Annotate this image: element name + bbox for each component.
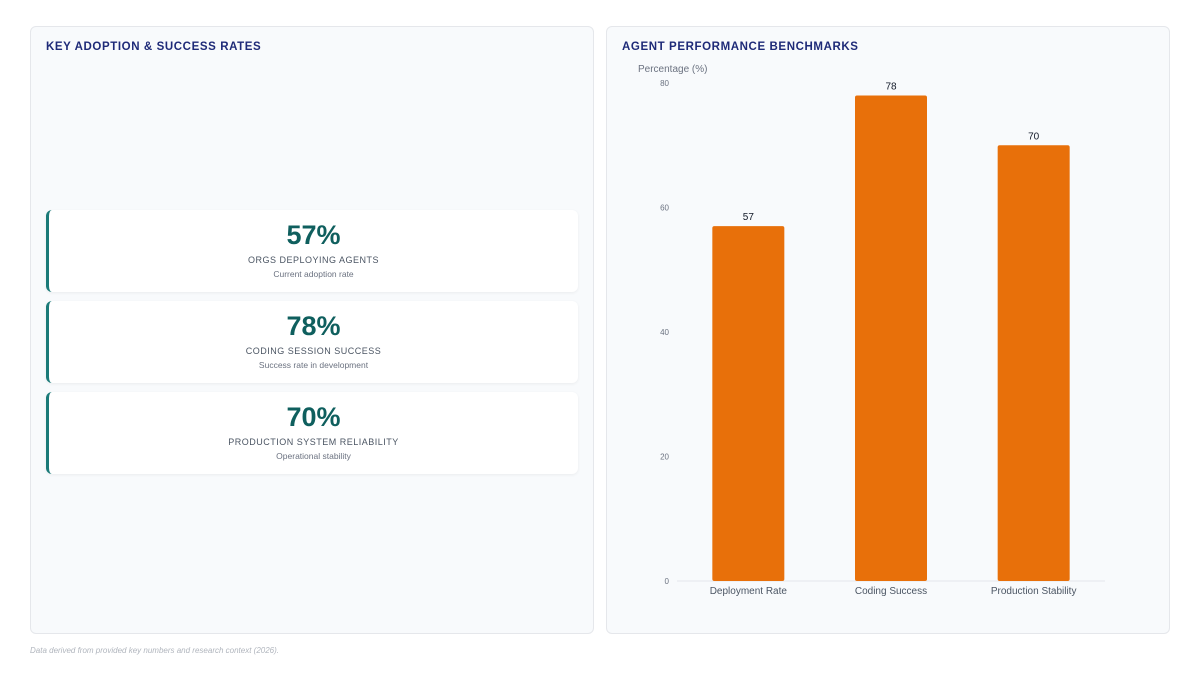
metric-subtitle: Operational stability xyxy=(276,451,351,461)
bar-data-label: 57 xyxy=(743,212,755,223)
bar-data-label: 70 xyxy=(1028,131,1040,142)
metric-label: PRODUCTION SYSTEM RELIABILITY xyxy=(228,437,399,447)
metric-card-coding: 78% CODING SESSION SUCCESS Success rate … xyxy=(46,301,578,383)
benchmark-bar-chart: Percentage (%) 0 20 40 60 80 57 78 70 Deployme… xyxy=(638,64,1105,597)
adoption-panel-title: KEY ADOPTION & SUCCESS RATES xyxy=(46,41,262,53)
metric-value: 57% xyxy=(286,220,341,250)
bar xyxy=(855,95,927,581)
metric-card-deployment: 57% ORGS DEPLOYING AGENTS Current adopti… xyxy=(46,210,578,292)
x-axis-categories: Deployment Rate Coding Success Production … xyxy=(710,586,1077,597)
metric-value: 78% xyxy=(286,311,341,341)
y-tick-label: 80 xyxy=(660,79,669,88)
y-tick-label: 40 xyxy=(660,328,669,337)
y-axis-ticks: 0 20 40 60 80 xyxy=(660,79,669,586)
benchmarks-panel-title: AGENT PERFORMANCE BENCHMARKS xyxy=(622,41,859,53)
metric-label: CODING SESSION SUCCESS xyxy=(245,346,382,356)
metric-subtitle: Success rate in development xyxy=(258,360,369,370)
x-category-label: Coding Success xyxy=(855,586,927,597)
x-category-label: Production Stability xyxy=(991,586,1077,597)
metric-subtitle: Current adoption rate xyxy=(273,269,354,279)
bar xyxy=(997,145,1070,581)
x-category-label: Deployment Rate xyxy=(710,586,788,597)
adoption-panel: KEY ADOPTION & SUCCESS RATES 57% ORGS DE… xyxy=(30,26,594,634)
y-axis-label: Percentage (%) xyxy=(638,64,707,75)
footnote: Data derived from provided key numbers a… xyxy=(30,646,280,655)
y-tick-label: 60 xyxy=(660,204,669,213)
bar-data-label: 78 xyxy=(885,81,897,92)
metric-value: 70% xyxy=(286,402,341,432)
metric-label: ORGS DEPLOYING AGENTS xyxy=(247,255,380,265)
y-tick-label: 0 xyxy=(665,577,670,586)
benchmarks-panel: AGENT PERFORMANCE BENCHMARKS Percentage … xyxy=(606,26,1170,634)
bars xyxy=(677,95,1105,582)
metric-card-production: 70% PRODUCTION SYSTEM RELIABILITY Operat… xyxy=(46,392,578,474)
y-tick-label: 20 xyxy=(660,453,669,462)
bar xyxy=(712,226,785,582)
bar-data-labels: 57 78 70 xyxy=(743,81,1040,223)
